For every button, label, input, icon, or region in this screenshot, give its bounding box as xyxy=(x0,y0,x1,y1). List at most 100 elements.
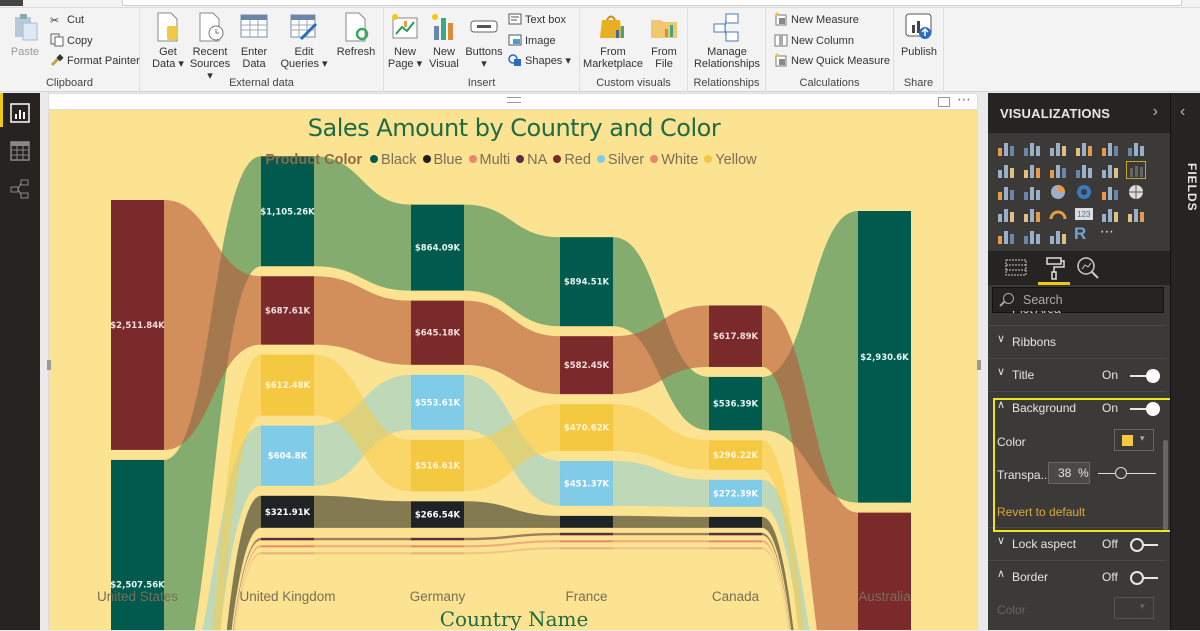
bar-blue[interactable] xyxy=(411,501,464,528)
resize-handle-left[interactable] xyxy=(47,360,51,370)
ribbon-red[interactable] xyxy=(314,276,411,365)
bar-silver[interactable] xyxy=(709,479,762,507)
background-section[interactable]: ∧ Background On xyxy=(988,391,1166,424)
edit-queries-button[interactable]: Edit Queries ▾ xyxy=(280,12,328,70)
bar-black[interactable] xyxy=(709,376,762,431)
title-search-box[interactable] xyxy=(122,0,1182,6)
ribbon-multi[interactable] xyxy=(613,540,709,543)
ribbon-yellow[interactable] xyxy=(762,440,858,630)
legend-item[interactable]: NA xyxy=(516,152,547,168)
shapes-button[interactable]: Shapes ▾ xyxy=(508,52,571,70)
ribbon-na[interactable] xyxy=(464,532,560,541)
matrix-visual-icon[interactable] xyxy=(1048,227,1068,245)
stacked-column-visual-icon[interactable] xyxy=(1022,139,1042,157)
copy-button[interactable]: Copy xyxy=(50,32,93,50)
ribbon-silver[interactable] xyxy=(164,425,261,630)
bar-black[interactable] xyxy=(858,211,911,503)
image-button[interactable]: Image xyxy=(508,32,556,50)
clustered-bar-visual-icon[interactable] xyxy=(1048,139,1068,157)
ribbon-red[interactable] xyxy=(762,305,858,630)
100-stacked-bar-visual-icon[interactable] xyxy=(1100,139,1120,157)
ribbon-red[interactable] xyxy=(164,200,261,450)
enter-data-button[interactable]: Enter Data xyxy=(230,12,278,70)
bar-multi[interactable] xyxy=(709,540,762,543)
text-box-button[interactable]: Text box xyxy=(508,11,566,29)
transparency-input[interactable]: 38 % xyxy=(1048,462,1090,484)
bar-blue[interactable] xyxy=(261,495,314,528)
stacked-bar-visual-icon[interactable] xyxy=(996,139,1016,157)
ribbon-yellow[interactable] xyxy=(464,404,560,492)
recent-sources-button[interactable]: Recent Sources ▾ xyxy=(186,12,234,82)
r-script-visual-icon[interactable]: R xyxy=(1074,224,1087,243)
legend-item[interactable]: Silver xyxy=(596,152,644,168)
ribbon-blue[interactable] xyxy=(464,501,560,528)
format-search-input[interactable]: Search xyxy=(992,287,1164,313)
background-color-picker[interactable]: ▾ xyxy=(1114,429,1154,451)
new-visual-button[interactable]: New Visual xyxy=(420,12,468,70)
model-view-icon[interactable] xyxy=(10,179,30,199)
buttons-button[interactable]: Buttons ▾ xyxy=(460,12,508,70)
ribbon-black[interactable] xyxy=(762,211,858,503)
card-visual-icon[interactable]: 123 xyxy=(1074,205,1094,223)
scatter-visual-icon[interactable] xyxy=(1022,183,1042,201)
transparency-slider-track[interactable] xyxy=(1098,473,1156,474)
collapse-visualizations-icon[interactable]: › xyxy=(1152,103,1158,120)
bar-na[interactable] xyxy=(411,537,464,541)
ribbon-na[interactable] xyxy=(314,537,411,541)
file-tab[interactable] xyxy=(0,0,23,6)
bar-silver[interactable] xyxy=(261,425,314,486)
bar-multi[interactable] xyxy=(261,545,314,548)
manage-relationships-button[interactable]: Manage Relationships xyxy=(690,12,764,70)
bar-white[interactable] xyxy=(261,552,314,555)
bar-white[interactable] xyxy=(560,547,613,550)
legend-item[interactable]: Yellow xyxy=(704,152,757,168)
focus-mode-icon[interactable] xyxy=(938,97,950,107)
donut-visual-icon[interactable] xyxy=(1074,183,1094,201)
legend-item[interactable]: White xyxy=(650,152,698,168)
bar-red[interactable] xyxy=(858,512,911,630)
title-section[interactable]: ∨ Title On xyxy=(988,358,1166,391)
lock-aspect-section[interactable]: ∨ Lock aspect Off xyxy=(988,527,1166,560)
bar-red[interactable] xyxy=(261,276,314,345)
drag-handle[interactable] xyxy=(507,97,521,103)
filled-map-visual-icon[interactable] xyxy=(996,205,1016,223)
bar-red[interactable] xyxy=(709,305,762,367)
bar-yellow[interactable] xyxy=(560,404,613,451)
new-column-button[interactable]: New Column xyxy=(774,32,854,50)
title-toggle[interactable] xyxy=(1130,369,1160,383)
bar-silver[interactable] xyxy=(411,374,464,430)
refresh-button[interactable]: Refresh xyxy=(332,12,380,58)
ribbon-blue[interactable] xyxy=(613,515,709,528)
ribbon-visual-icon[interactable] xyxy=(1125,160,1147,180)
bar-black[interactable] xyxy=(261,156,314,267)
funnel-visual-icon[interactable] xyxy=(1022,205,1042,223)
fields-tab-icon[interactable] xyxy=(1002,255,1032,281)
ribbon-black[interactable] xyxy=(314,156,411,291)
bar-red[interactable] xyxy=(411,300,464,365)
bar-blue[interactable] xyxy=(560,515,613,528)
ribbons-section[interactable]: ∨ Ribbons xyxy=(988,325,1166,358)
publish-button[interactable]: Publish xyxy=(895,12,943,58)
ribbon-white[interactable] xyxy=(613,547,709,550)
bar-na[interactable] xyxy=(709,532,762,536)
ribbon-blue[interactable] xyxy=(164,495,261,630)
more-options-button[interactable]: ⋯ xyxy=(957,91,972,107)
ribbon-silver[interactable] xyxy=(613,460,709,507)
get-data-button[interactable]: Get Data ▾ xyxy=(144,12,192,70)
line-visual-icon[interactable] xyxy=(996,161,1016,179)
ribbon-multi[interactable] xyxy=(314,545,411,548)
line-clustered-column-visual-icon[interactable] xyxy=(1074,161,1094,179)
bar-red[interactable] xyxy=(111,200,164,450)
bar-white[interactable] xyxy=(411,552,464,555)
bar-black[interactable] xyxy=(560,237,613,327)
100-stacked-column-visual-icon[interactable] xyxy=(1126,139,1146,157)
table-visual-icon[interactable] xyxy=(1022,227,1042,245)
transparency-slider-thumb[interactable] xyxy=(1115,467,1127,479)
bar-silver[interactable] xyxy=(560,460,613,506)
ribbon-chart-visual[interactable]: ⋯ $2,507.56K $1,105.26K $864.09K $894.51K $5… xyxy=(47,91,981,631)
ribbon-na[interactable] xyxy=(613,532,709,536)
bar-black[interactable] xyxy=(111,459,164,630)
legend-item[interactable]: Black xyxy=(370,152,417,168)
background-toggle[interactable] xyxy=(1130,402,1160,416)
ribbon-white[interactable] xyxy=(314,552,411,555)
